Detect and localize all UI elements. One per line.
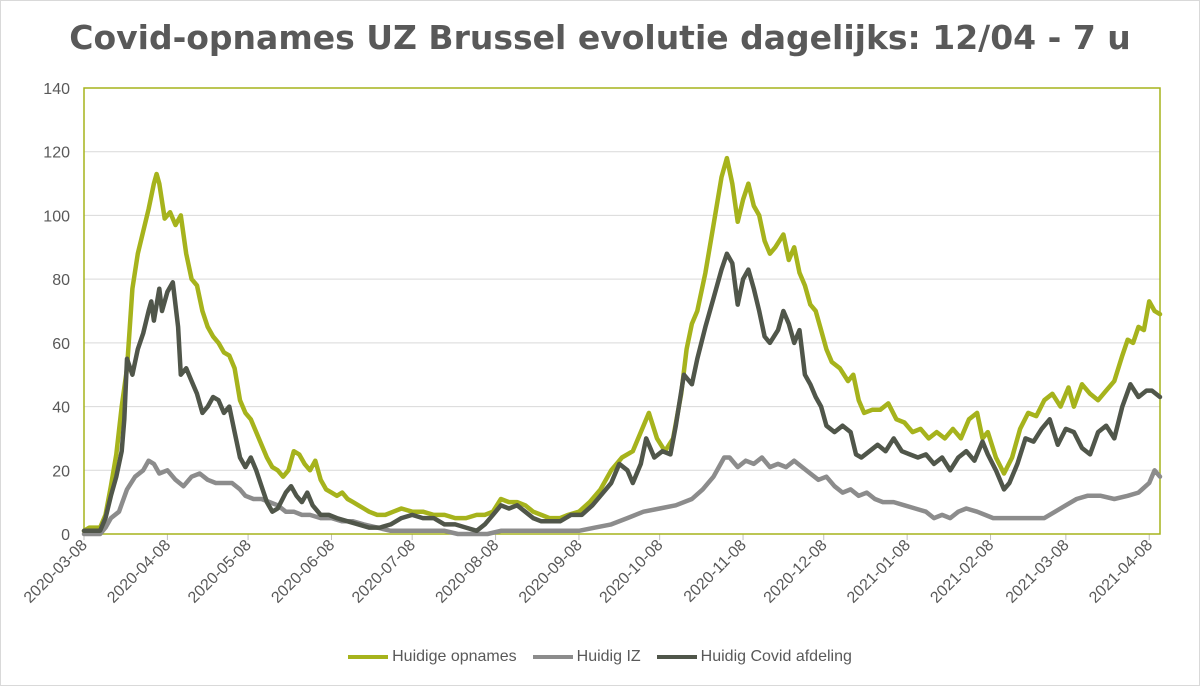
legend-item: Huidig IZ — [532, 648, 641, 666]
y-tick-label: 100 — [43, 208, 70, 225]
y-tick-label: 80 — [52, 272, 70, 289]
x-tick-label: 2020-03-08 — [21, 537, 91, 607]
x-tick-label: 2020-05-08 — [185, 537, 255, 607]
legend-swatch — [532, 655, 573, 659]
y-tick-label: 40 — [52, 400, 70, 417]
x-tick-label: 2021-04-08 — [1086, 537, 1156, 607]
plot-area-border — [83, 87, 1161, 535]
x-axis-ticks: 2020-03-08 2020-04-08 2020-05-08 2020-06-08… — [21, 533, 1160, 607]
x-tick-label: 2020-08-08 — [433, 537, 503, 607]
x-tick-label: 2021-01-08 — [844, 537, 914, 607]
x-tick-label: 2020-10-08 — [597, 537, 667, 607]
y-tick-label: 0 — [61, 527, 70, 544]
legend: Huidige opnames Huidig IZ Huidig Covid afd… — [0, 646, 1200, 666]
legend-swatch — [656, 655, 697, 659]
legend-label: Huidig Covid afdeling — [700, 648, 852, 665]
x-tick-label: 2020-06-08 — [268, 537, 338, 607]
y-tick-label: 20 — [52, 463, 70, 480]
x-tick-label: 2020-09-08 — [516, 537, 586, 607]
legend-item: Huidige opnames — [348, 648, 517, 666]
x-tick-label: 2020-11-08 — [681, 537, 750, 606]
y-axis-ticks: 0 20 40 60 80 100 120 140 — [43, 81, 70, 544]
legend-swatch — [348, 655, 389, 659]
legend-label: Huidige opnames — [392, 648, 517, 665]
y-tick-label: 60 — [52, 336, 70, 353]
legend-label: Huidig IZ — [576, 648, 641, 665]
chart-title: Covid-opnames UZ Brussel evolutie dageli… — [69, 18, 1131, 57]
x-tick-label: 2020-07-08 — [349, 537, 419, 607]
series-line-0 — [81, 155, 1163, 534]
y-tick-label: 140 — [43, 81, 70, 98]
y-tick-label: 120 — [43, 145, 70, 162]
x-tick-label: 2020-04-08 — [104, 537, 174, 607]
series-lines — [81, 155, 1163, 537]
x-tick-label: 2020-12-08 — [761, 537, 831, 607]
series-line-2 — [81, 251, 1163, 534]
x-tick-label: 2021-03-08 — [1003, 537, 1073, 607]
series-line-1 — [81, 455, 1163, 537]
x-tick-label: 2021-02-08 — [927, 537, 997, 607]
legend-item: Huidig Covid afdeling — [656, 648, 852, 666]
